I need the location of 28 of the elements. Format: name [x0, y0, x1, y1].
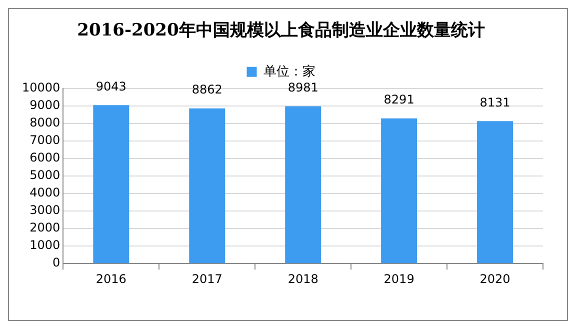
bar [381, 118, 418, 264]
data-label: 8862 [192, 82, 222, 96]
legend-label: 单位：家 [263, 63, 316, 80]
data-label: 8981 [288, 80, 318, 94]
bar [477, 121, 514, 264]
bar [189, 108, 226, 264]
y-tick-label: 6000 [30, 150, 60, 165]
y-tick-label: 5000 [30, 168, 60, 182]
y-tick-label: 8000 [30, 116, 60, 130]
x-tick-label: 2017 [192, 272, 222, 286]
bar [285, 106, 322, 264]
x-tick-label: 2016 [96, 272, 126, 286]
x-tick-label: 2020 [480, 272, 510, 286]
data-label: 9043 [96, 79, 126, 94]
data-label: 8131 [480, 95, 510, 110]
y-tick-label: 2000 [30, 220, 60, 235]
y-tick-label: 1000 [30, 238, 60, 252]
bar [93, 105, 130, 264]
y-tick-label: 10000 [22, 80, 60, 95]
data-label: 8291 [384, 92, 414, 106]
y-tick-label: 7000 [30, 133, 60, 148]
y-tick-label: 9000 [30, 98, 60, 112]
x-tick-label: 2018 [288, 272, 318, 286]
y-tick-label: 3000 [30, 203, 60, 218]
y-tick-label: 0 [52, 256, 60, 270]
y-tick-label: 4000 [30, 186, 60, 200]
chart-title: 2016-2020年中国规模以上食品制造业企业数量统计 [77, 20, 485, 41]
x-tick-label: 2019 [384, 272, 414, 286]
